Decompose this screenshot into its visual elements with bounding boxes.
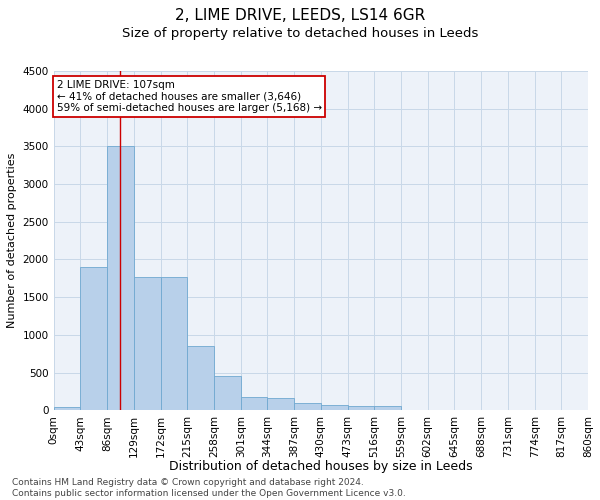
- Bar: [80, 267, 107, 410]
- Text: 2 LIME DRIVE: 107sqm
← 41% of detached houses are smaller (3,646)
59% of semi-de: 2 LIME DRIVE: 107sqm ← 41% of detached h…: [57, 80, 322, 113]
- Bar: [374, 406, 401, 410]
- Bar: [241, 398, 268, 410]
- Text: Size of property relative to detached houses in Leeds: Size of property relative to detached ho…: [122, 28, 478, 40]
- Bar: [268, 398, 294, 410]
- Bar: [214, 376, 241, 410]
- Bar: [294, 403, 321, 410]
- Text: 2, LIME DRIVE, LEEDS, LS14 6GR: 2, LIME DRIVE, LEEDS, LS14 6GR: [175, 8, 425, 22]
- Bar: [53, 406, 80, 410]
- Bar: [347, 406, 374, 410]
- Bar: [107, 146, 134, 410]
- Y-axis label: Number of detached properties: Number of detached properties: [7, 153, 17, 328]
- Text: Contains HM Land Registry data © Crown copyright and database right 2024.
Contai: Contains HM Land Registry data © Crown c…: [12, 478, 406, 498]
- Bar: [134, 277, 161, 410]
- Bar: [187, 346, 214, 410]
- X-axis label: Distribution of detached houses by size in Leeds: Distribution of detached houses by size …: [169, 460, 473, 473]
- Bar: [161, 277, 187, 410]
- Bar: [321, 405, 347, 410]
